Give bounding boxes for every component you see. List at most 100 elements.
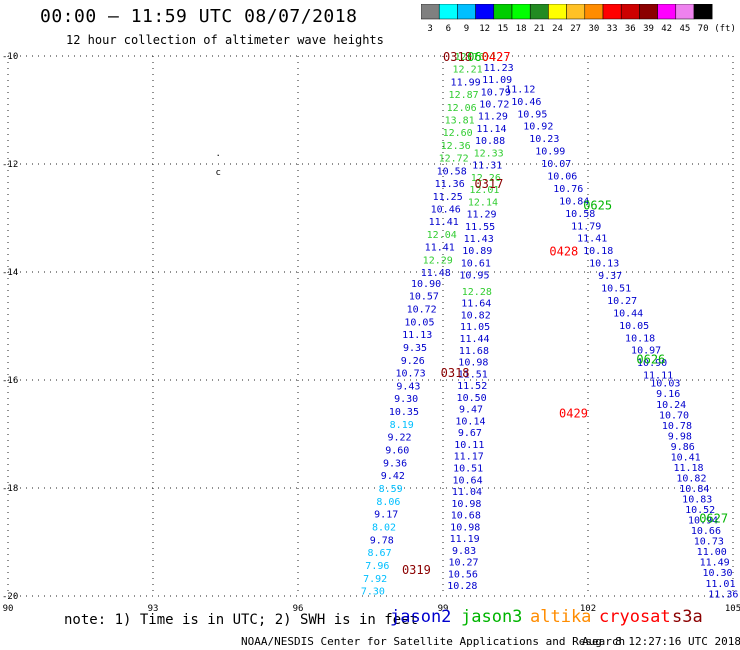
colorbar-label: 70: [698, 24, 709, 34]
wave-height-value: 12.72: [439, 154, 469, 165]
wave-height-value: 10.92: [523, 122, 553, 133]
wave-height-value: 11.49: [700, 558, 730, 569]
colorbar-label: 24: [552, 24, 563, 34]
wave-height-value: 10.28: [447, 581, 477, 592]
wave-height-value: 11.41: [425, 243, 455, 254]
wave-height-value: 10.24: [656, 400, 686, 411]
colorbar-label: 21: [534, 24, 545, 34]
wave-height-value: 9.78: [370, 535, 394, 546]
wave-height-value: 7.30: [361, 587, 385, 598]
wave-height-value: 9.35: [403, 343, 427, 354]
wave-height-value: 10.58: [565, 209, 595, 220]
wave-height-value: 10.83: [682, 495, 712, 506]
wave-height-value: 10.18: [583, 246, 613, 257]
wave-height-value: 10.72: [407, 304, 437, 315]
pass-time-label: 0429: [559, 406, 588, 420]
wave-height-value: 10.57: [409, 292, 439, 303]
colorbar-label: 3: [427, 24, 432, 34]
wave-height-value: 9.83: [452, 546, 476, 557]
wave-height-value: 10.56: [448, 569, 478, 580]
wave-height-value: 10.89: [462, 246, 492, 257]
wave-height-value: 10.27: [448, 558, 478, 569]
pass-time-label: 0627: [699, 512, 728, 526]
wave-height-value: 10.66: [691, 526, 721, 537]
pass-time-label: 0604: [467, 50, 496, 64]
legend-item-jason2: jason2: [390, 607, 452, 627]
wave-height-value: 11.00: [697, 547, 727, 558]
x-tick-label: 96: [293, 604, 304, 614]
wave-height-value: 11.36: [435, 179, 465, 190]
wave-height-value: 9.43: [396, 381, 420, 392]
wave-height-value: 10.27: [607, 296, 637, 307]
wave-height-value: 11.64: [461, 299, 491, 310]
wave-height-value: 11.09: [482, 75, 512, 86]
wave-height-value: 9.17: [374, 510, 398, 521]
wave-height-value: 11.36: [708, 589, 738, 600]
wave-height-value: 11.17: [454, 452, 484, 463]
wave-height-value: 11.43: [464, 234, 494, 245]
wave-height-value: 9.42: [381, 471, 405, 482]
y-tick-label: -18: [2, 484, 18, 494]
wave-height-value: 12.29: [423, 255, 453, 266]
pass-time-label: 0428: [549, 244, 578, 258]
wave-height-value: 11.14: [476, 124, 506, 135]
wave-height-value: 10.78: [662, 421, 692, 432]
wave-height-value: 11.12: [505, 84, 535, 95]
units-note: note: 1) Time is in UTC; 2) SWH is in fe…: [64, 612, 419, 628]
wave-height-value: 10.41: [671, 452, 701, 463]
wave-height-value: 12.26: [471, 173, 501, 184]
wave-height-value: 10.23: [529, 134, 559, 145]
wave-height-value: 10.44: [613, 308, 643, 319]
wave-height-value: 9.60: [385, 446, 409, 457]
wave-height-value: 10.84: [679, 484, 709, 495]
wave-height-value: 10.94: [688, 516, 718, 527]
wave-height-value: 11.31: [472, 161, 502, 172]
colorbar-label: 15: [497, 24, 508, 34]
wave-height-value: 10.76: [553, 184, 583, 195]
colorbar-unit: (ft): [714, 24, 736, 34]
wave-height-value: 12.36: [441, 141, 471, 152]
wave-height-value: 11.04: [452, 487, 482, 498]
y-tick-label: -20: [2, 592, 18, 602]
wave-height-value: 11.01: [705, 579, 735, 590]
colorbar-label: 36: [625, 24, 636, 34]
wave-height-value: 10.84: [559, 196, 589, 207]
x-tick-label: 99: [438, 604, 449, 614]
wave-height-value: 10.18: [625, 333, 655, 344]
chart-title: 00:00 – 11:59 UTC 08/07/2018: [40, 6, 358, 27]
wave-height-value: 10.73: [396, 369, 426, 380]
source-credit: NOAA/NESDIS Center for Satellite Applica…: [241, 635, 626, 648]
wave-height-value: 11.11: [643, 371, 673, 382]
pass-time-label: 0318: [441, 366, 470, 380]
wave-height-value: 10.95: [459, 271, 489, 282]
wave-height-value: 10.50: [457, 393, 487, 404]
colorbar-label: 39: [643, 24, 654, 34]
colorbar-label: 27: [570, 24, 581, 34]
colorbar-label: 6: [446, 24, 451, 34]
wave-height-value: 10.03: [650, 379, 680, 390]
wave-height-value: 10.68: [451, 511, 481, 522]
pass-time-label: 0319: [402, 563, 431, 577]
map-marker: c: [216, 168, 221, 178]
wave-height-value: 11.68: [459, 346, 489, 357]
wave-height-value: 11.41: [577, 234, 607, 245]
wave-height-value: 11.13: [402, 330, 432, 341]
wave-height-value: 11.99: [451, 77, 481, 88]
legend-item-altika: altika: [530, 607, 592, 627]
pass-time-label: 0427: [482, 50, 511, 64]
y-tick-label: -16: [2, 376, 18, 386]
wave-height-value: 11.41: [429, 217, 459, 228]
wave-height-value: 11.44: [459, 334, 489, 345]
wave-height-value: 10.97: [631, 346, 661, 357]
wave-height-value: 11.25: [433, 192, 463, 203]
wave-height-value: 10.13: [589, 259, 619, 270]
colorbar-label: 12: [479, 24, 490, 34]
wave-height-value: 12.60: [443, 128, 473, 139]
wave-height-value: 10.72: [479, 99, 509, 110]
wave-height-value: 11.55: [465, 222, 495, 233]
wave-height-value: 10.98: [450, 522, 480, 533]
colorbar-label: 45: [679, 24, 690, 34]
wave-height-value: 13.81: [445, 116, 475, 127]
wave-height-value: 10.11: [454, 440, 484, 451]
wave-height-value: 12.04: [427, 230, 457, 241]
